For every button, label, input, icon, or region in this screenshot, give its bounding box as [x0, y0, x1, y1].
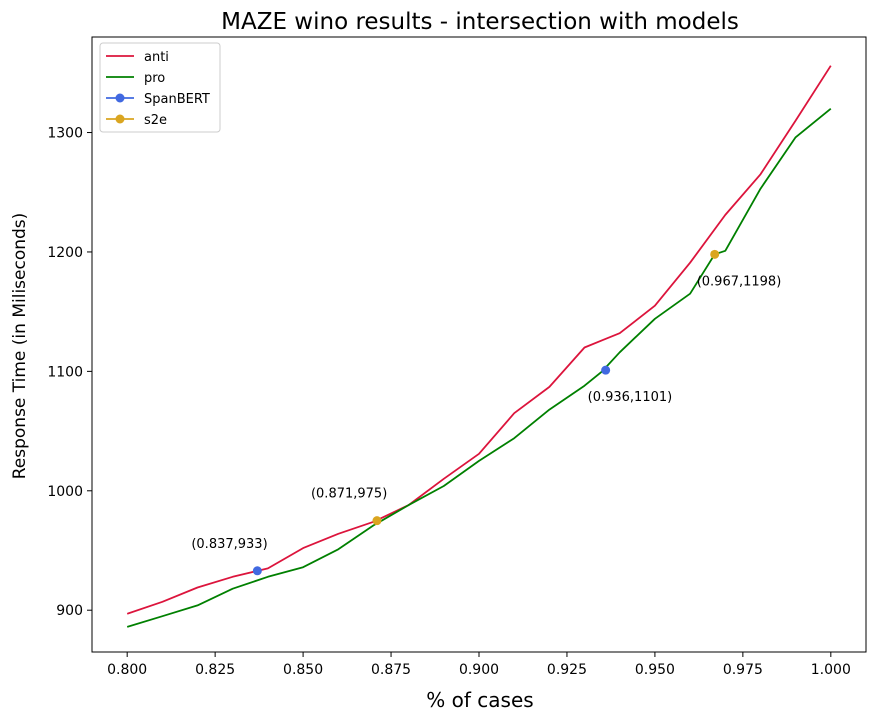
x-tick-label: 0.975: [723, 662, 763, 678]
x-tick-label: 0.825: [195, 662, 235, 678]
y-axis-ticks: 900 1000 1100 1200 1300: [47, 126, 92, 619]
point-annotation: (0.837,933): [191, 537, 267, 552]
point-spanbert: [601, 365, 611, 375]
legend-marker: [115, 93, 125, 103]
x-tick-label: 0.800: [107, 662, 147, 678]
point-annotation: (0.967,1198): [697, 274, 782, 289]
x-tick-label: 1.000: [811, 662, 851, 678]
legend: anti pro SpanBERT s2e: [99, 42, 221, 133]
plot-area: (0.837,933) (0.871,975) (0.936,1101) (0.967…: [91, 36, 867, 653]
y-tick-label: 1300: [47, 126, 83, 142]
x-tick-label: 0.925: [547, 662, 587, 678]
legend-label: SpanBERT: [144, 92, 210, 107]
x-tick-label: 0.900: [459, 662, 499, 678]
legend-label: anti: [144, 50, 169, 65]
x-tick-label: 0.875: [371, 662, 411, 678]
chart-title: MAZE wino results - intersection with mo…: [221, 9, 739, 35]
point-annotation: (0.936,1101): [588, 390, 673, 405]
x-axis-title: % of cases: [426, 688, 533, 712]
point-s2e: [710, 249, 720, 259]
y-tick-label: 1000: [47, 484, 83, 500]
y-tick-label: 900: [56, 603, 83, 619]
legend-label: s2e: [144, 113, 167, 128]
x-tick-label: 0.850: [283, 662, 323, 678]
point-annotation: (0.871,975): [311, 487, 387, 502]
point-s2e: [372, 516, 382, 526]
legend-label: pro: [144, 71, 165, 86]
y-tick-label: 1200: [47, 245, 83, 261]
legend-box: [99, 42, 221, 133]
legend-marker: [115, 114, 125, 124]
y-axis-title: Response Time (in Miliseconds): [10, 213, 30, 480]
point-spanbert: [252, 566, 262, 576]
series-line-anti: [126, 65, 832, 615]
y-tick-label: 1100: [47, 364, 83, 380]
x-tick-label: 0.950: [635, 662, 675, 678]
x-axis-ticks: 0.800 0.825 0.850 0.875 0.900 0.925 0.950 0.975…: [107, 652, 851, 678]
